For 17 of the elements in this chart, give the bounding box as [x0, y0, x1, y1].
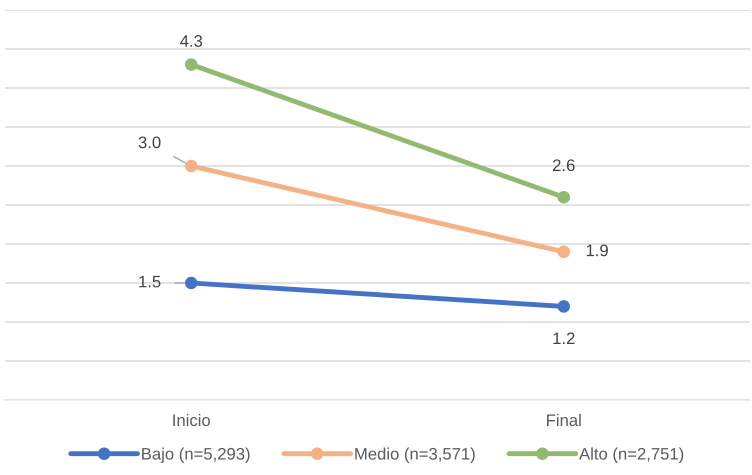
- data-label: 4.3: [180, 35, 202, 47]
- legend-label: Alto (n=2,751): [579, 447, 684, 463]
- data-label: 1.2: [553, 332, 574, 344]
- data-label: 2.6: [553, 159, 575, 172]
- legend-label: Medio (n=3,571): [355, 447, 475, 463]
- point: [185, 276, 198, 290]
- point: [185, 58, 198, 71]
- legend-label: Bajo (n=5,293): [142, 447, 250, 463]
- point: [558, 300, 570, 313]
- data-label: 1.9: [586, 244, 608, 256]
- point: [185, 160, 198, 172]
- data-label: 1.5: [139, 276, 160, 288]
- x-tick-label: Final: [547, 414, 581, 426]
- point: [558, 246, 570, 258]
- x-tick-label: Inicio: [173, 414, 210, 426]
- point: [558, 190, 570, 204]
- data-label: 3.0: [138, 136, 161, 148]
